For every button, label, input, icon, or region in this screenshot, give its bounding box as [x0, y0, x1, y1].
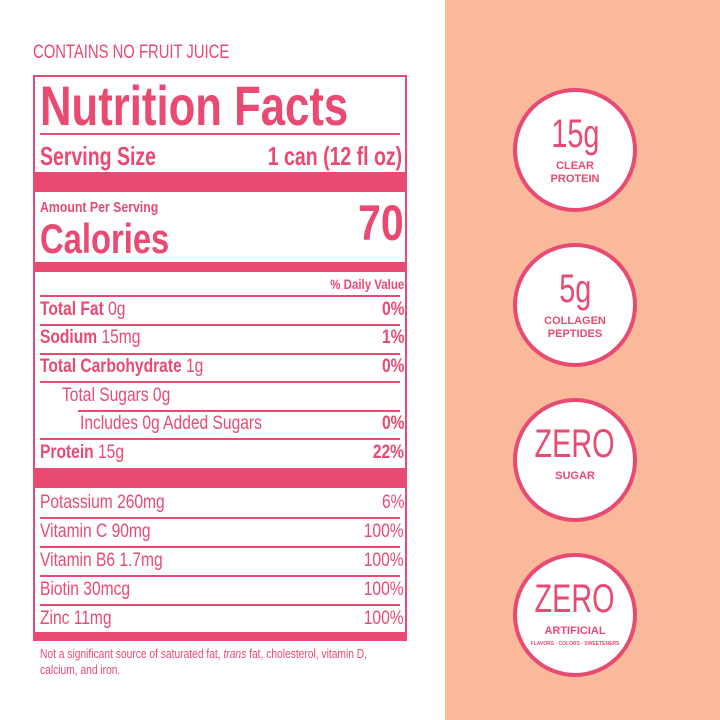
serving-value: 1 can (12 fl oz) — [267, 141, 402, 171]
mineral-dv: 6% — [381, 492, 404, 513]
dv-header: % Daily Value — [329, 276, 404, 292]
mineral-dv: 100% — [364, 521, 404, 542]
badge-big: ZERO — [534, 577, 616, 621]
nutrient-row: Total Carbohydrate 1g — [40, 356, 204, 377]
nutrient-dv: 0% — [381, 356, 404, 377]
badge: 15g CLEAR PROTEIN — [513, 88, 637, 212]
badge: ZERO SUGAR — [513, 398, 637, 522]
badge-big: ZERO — [534, 422, 616, 466]
nutrient-dv: 22% — [372, 442, 404, 463]
badge: 5g COLLAGEN PEPTIDES — [513, 243, 637, 367]
divider — [40, 517, 400, 519]
nutrient-row: Total Sugars 0g — [62, 385, 171, 406]
nutrient-row: Sodium 15mg — [40, 327, 141, 348]
nutrient-row: Total Fat 0g — [40, 299, 126, 320]
header: CONTAINS NO FRUIT JUICE — [33, 42, 230, 63]
nutrient-dv: 0% — [381, 299, 404, 320]
badge-big: 5g — [558, 267, 592, 311]
badge: ZERO ARTIFICIAL FLAVORS · COLORS · SWEET… — [513, 553, 637, 677]
nutrient-row: Protein 15g — [40, 442, 124, 463]
nutrient-dv: 0% — [381, 413, 404, 434]
mineral-dv: 100% — [364, 550, 404, 571]
calories-label: Calories — [40, 215, 170, 262]
serving-label: Serving Size — [40, 141, 156, 171]
mineral-row: Zinc 11mg — [40, 608, 112, 629]
badge-small: SUGAR — [555, 470, 595, 482]
mineral-dv: 100% — [364, 579, 404, 600]
badge-big: 15g — [550, 112, 600, 156]
mineral-row: Biotin 30mcg — [40, 579, 131, 600]
amount-per-serving: Amount Per Serving — [40, 199, 159, 216]
mineral-row: Vitamin B6 1.7mg — [40, 550, 163, 571]
divider — [40, 575, 400, 577]
nutrient-row: Includes 0g Added Sugars — [80, 413, 262, 434]
divider — [40, 604, 400, 606]
badge-tiny: FLAVORS · COLORS · SWEETENERS — [530, 641, 620, 647]
calories-value: 70 — [358, 195, 404, 251]
divider — [40, 546, 400, 548]
mineral-row: Potassium 260mg — [40, 492, 165, 513]
nutrient-dv: 1% — [381, 327, 404, 348]
badge-small: ARTIFICIAL — [544, 625, 606, 637]
mineral-dv: 100% — [364, 608, 404, 629]
mineral-row: Vitamin C 90mg — [40, 521, 151, 542]
badge-small: COLLAGEN PEPTIDES — [544, 315, 606, 340]
footnote: Not a significant source of saturated fa… — [40, 647, 368, 678]
badge-small: CLEAR PROTEIN — [550, 160, 600, 185]
title: Nutrition Facts — [40, 74, 349, 137]
